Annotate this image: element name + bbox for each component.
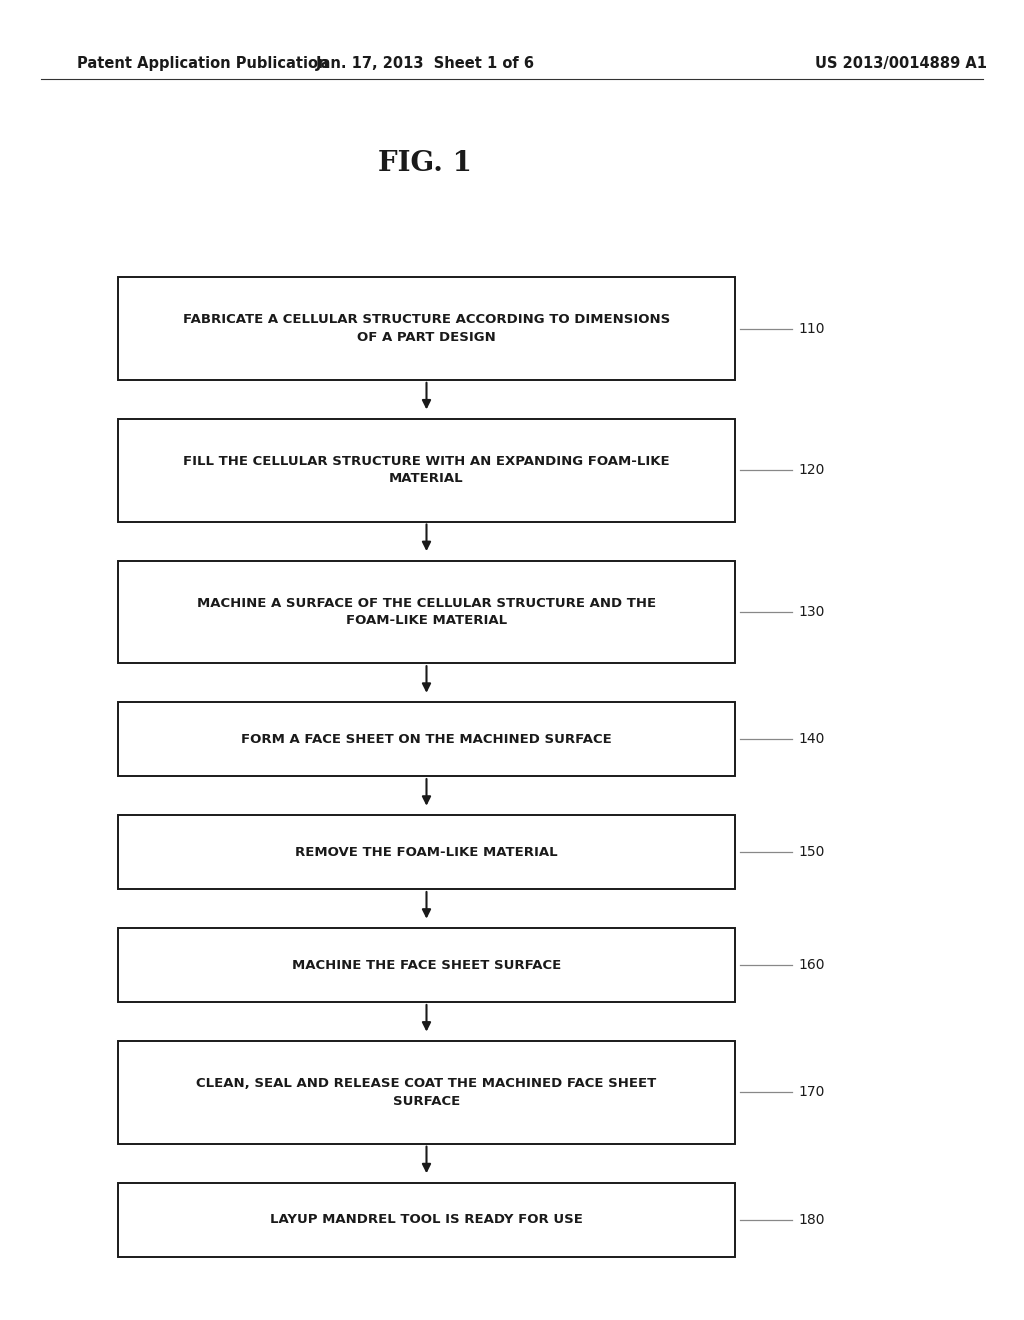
Text: 140: 140: [799, 733, 825, 746]
Bar: [118, 1183, 735, 1257]
Bar: [118, 277, 735, 380]
Text: FABRICATE A CELLULAR STRUCTURE ACCORDING TO DIMENSIONS
OF A PART DESIGN: FABRICATE A CELLULAR STRUCTURE ACCORDING…: [183, 313, 670, 343]
Text: Jan. 17, 2013  Sheet 1 of 6: Jan. 17, 2013 Sheet 1 of 6: [315, 55, 535, 71]
Text: CLEAN, SEAL AND RELEASE COAT THE MACHINED FACE SHEET
SURFACE: CLEAN, SEAL AND RELEASE COAT THE MACHINE…: [197, 1077, 656, 1107]
Text: MACHINE A SURFACE OF THE CELLULAR STRUCTURE AND THE
FOAM-LIKE MATERIAL: MACHINE A SURFACE OF THE CELLULAR STRUCT…: [197, 597, 656, 627]
Text: 160: 160: [799, 958, 825, 972]
Bar: [118, 561, 735, 663]
Text: 120: 120: [799, 463, 825, 478]
Text: LAYUP MANDREL TOOL IS READY FOR USE: LAYUP MANDREL TOOL IS READY FOR USE: [270, 1213, 583, 1226]
Text: FORM A FACE SHEET ON THE MACHINED SURFACE: FORM A FACE SHEET ON THE MACHINED SURFAC…: [241, 733, 612, 746]
Bar: [118, 1041, 735, 1143]
Text: 110: 110: [799, 322, 825, 335]
Text: FIG. 1: FIG. 1: [378, 150, 472, 177]
Bar: [118, 928, 735, 1002]
Bar: [118, 702, 735, 776]
Text: Patent Application Publication: Patent Application Publication: [77, 55, 329, 71]
Text: FILL THE CELLULAR STRUCTURE WITH AN EXPANDING FOAM-LIKE
MATERIAL: FILL THE CELLULAR STRUCTURE WITH AN EXPA…: [183, 455, 670, 486]
Text: 180: 180: [799, 1213, 825, 1226]
Text: 170: 170: [799, 1085, 825, 1100]
Text: MACHINE THE FACE SHEET SURFACE: MACHINE THE FACE SHEET SURFACE: [292, 958, 561, 972]
Text: 150: 150: [799, 845, 825, 859]
Text: US 2013/0014889 A1: US 2013/0014889 A1: [815, 55, 987, 71]
Text: REMOVE THE FOAM-LIKE MATERIAL: REMOVE THE FOAM-LIKE MATERIAL: [295, 846, 558, 858]
Bar: [118, 418, 735, 521]
Text: 130: 130: [799, 605, 825, 619]
Bar: [118, 816, 735, 890]
